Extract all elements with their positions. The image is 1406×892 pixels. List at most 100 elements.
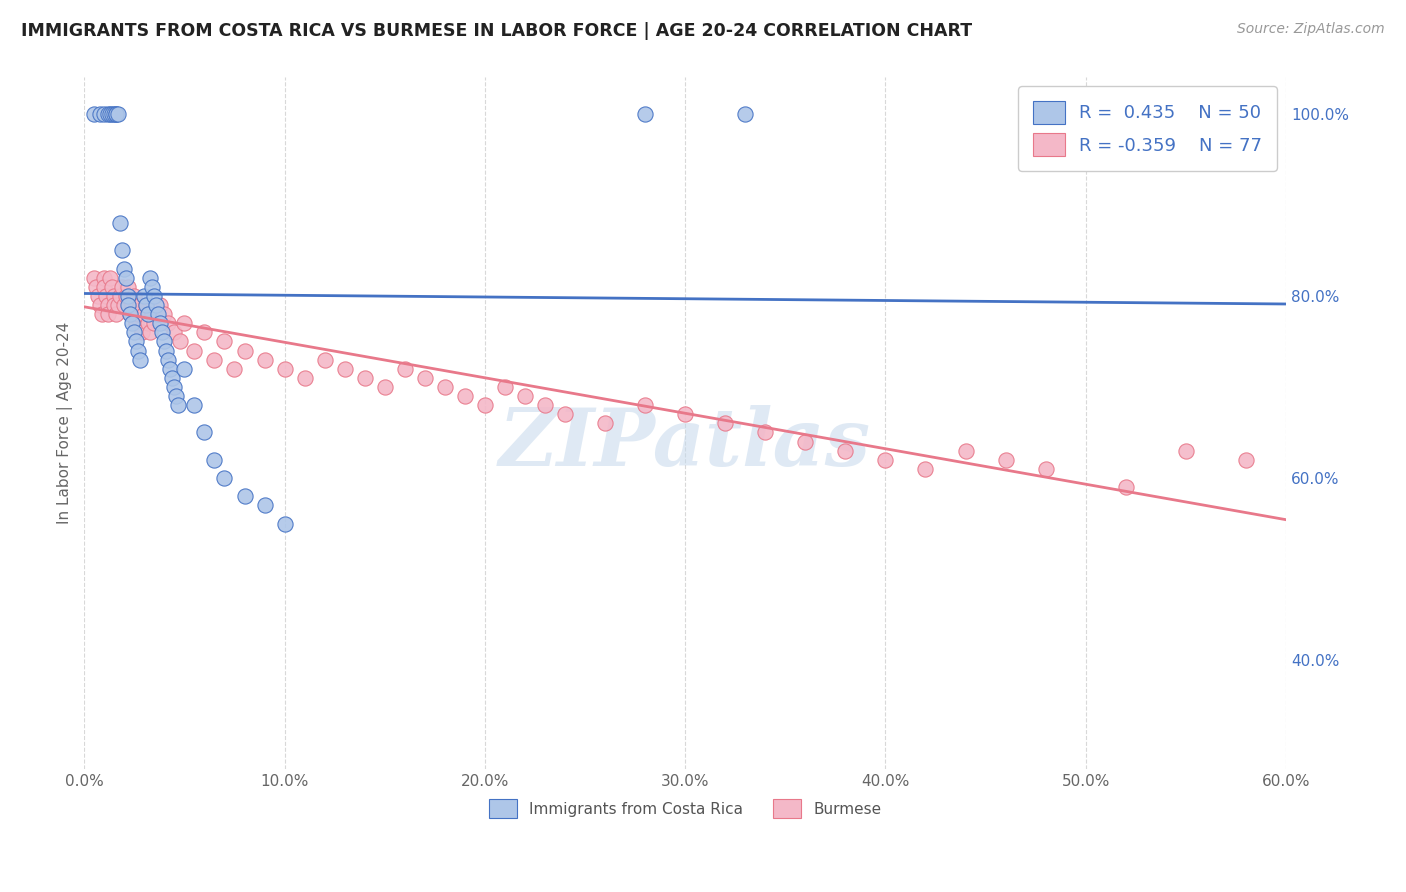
Point [131, 326, 153, 340]
Point [143, 289, 166, 303]
Point [1234, 452, 1257, 467]
Point [634, 107, 657, 121]
Point [333, 361, 356, 376]
Point [157, 316, 180, 330]
Point [139, 270, 162, 285]
Point [914, 462, 936, 476]
Point [374, 380, 396, 394]
Point [107, 298, 129, 312]
Point [163, 326, 186, 340]
Point [115, 270, 138, 285]
Point [97, 307, 120, 321]
Point [138, 307, 160, 321]
Point [714, 417, 737, 431]
Point [273, 361, 295, 376]
Point [169, 334, 191, 349]
Point [593, 417, 616, 431]
Point [87, 289, 110, 303]
Point [734, 107, 756, 121]
Point [433, 380, 456, 394]
Text: IMMIGRANTS FROM COSTA RICA VS BURMESE IN LABOR FORCE | AGE 20-24 CORRELATION CHA: IMMIGRANTS FROM COSTA RICA VS BURMESE IN… [21, 22, 972, 40]
Point [454, 389, 477, 403]
Point [253, 498, 276, 512]
Point [148, 307, 170, 321]
Point [994, 452, 1017, 467]
Point [125, 316, 148, 330]
Point [159, 361, 181, 376]
Point [394, 361, 416, 376]
Point [554, 407, 576, 421]
Point [110, 216, 132, 230]
Point [83, 270, 105, 285]
Point [129, 352, 152, 367]
Point [105, 107, 128, 121]
Point [1035, 462, 1057, 476]
Point [97, 298, 120, 312]
Point [875, 452, 897, 467]
Point [135, 298, 157, 312]
Point [534, 398, 557, 412]
Point [115, 289, 138, 303]
Point [155, 343, 177, 358]
Point [91, 307, 114, 321]
Point [134, 307, 156, 321]
Y-axis label: In Labor Force | Age 20-24: In Labor Force | Age 20-24 [58, 322, 73, 524]
Point [125, 334, 148, 349]
Point [141, 307, 163, 321]
Point [1115, 480, 1137, 494]
Point [834, 443, 856, 458]
Point [955, 443, 977, 458]
Point [634, 398, 657, 412]
Point [98, 270, 121, 285]
Point [474, 398, 496, 412]
Point [89, 298, 111, 312]
Point [117, 298, 139, 312]
Point [153, 334, 176, 349]
Point [121, 316, 143, 330]
Point [84, 280, 107, 294]
Point [138, 316, 160, 330]
Point [153, 307, 176, 321]
Point [149, 316, 172, 330]
Point [97, 107, 120, 121]
Point [96, 289, 118, 303]
Text: Source: ZipAtlas.com: Source: ZipAtlas.com [1237, 22, 1385, 37]
Point [754, 425, 776, 440]
Point [149, 298, 172, 312]
Point [183, 343, 205, 358]
Point [1174, 443, 1197, 458]
Point [127, 307, 149, 321]
Point [89, 107, 111, 121]
Point [233, 489, 256, 503]
Point [111, 280, 134, 294]
Point [162, 371, 184, 385]
Point [117, 289, 139, 303]
Point [121, 298, 143, 312]
Point [494, 380, 516, 394]
Point [233, 343, 256, 358]
Point [129, 298, 152, 312]
Point [152, 326, 174, 340]
Text: ZIPatlas: ZIPatlas [499, 405, 872, 483]
Point [127, 343, 149, 358]
Point [253, 352, 276, 367]
Legend: Immigrants from Costa Rica, Burmese: Immigrants from Costa Rica, Burmese [482, 793, 887, 824]
Point [204, 352, 226, 367]
Point [105, 307, 128, 321]
Point [163, 380, 186, 394]
Point [112, 261, 135, 276]
Point [673, 407, 696, 421]
Point [314, 352, 336, 367]
Point [111, 244, 134, 258]
Point [134, 289, 156, 303]
Point [167, 398, 190, 412]
Point [112, 298, 135, 312]
Point [224, 361, 246, 376]
Point [103, 107, 125, 121]
Point [110, 289, 132, 303]
Point [139, 326, 162, 340]
Point [101, 107, 124, 121]
Point [124, 326, 146, 340]
Point [214, 471, 236, 485]
Point [105, 107, 128, 121]
